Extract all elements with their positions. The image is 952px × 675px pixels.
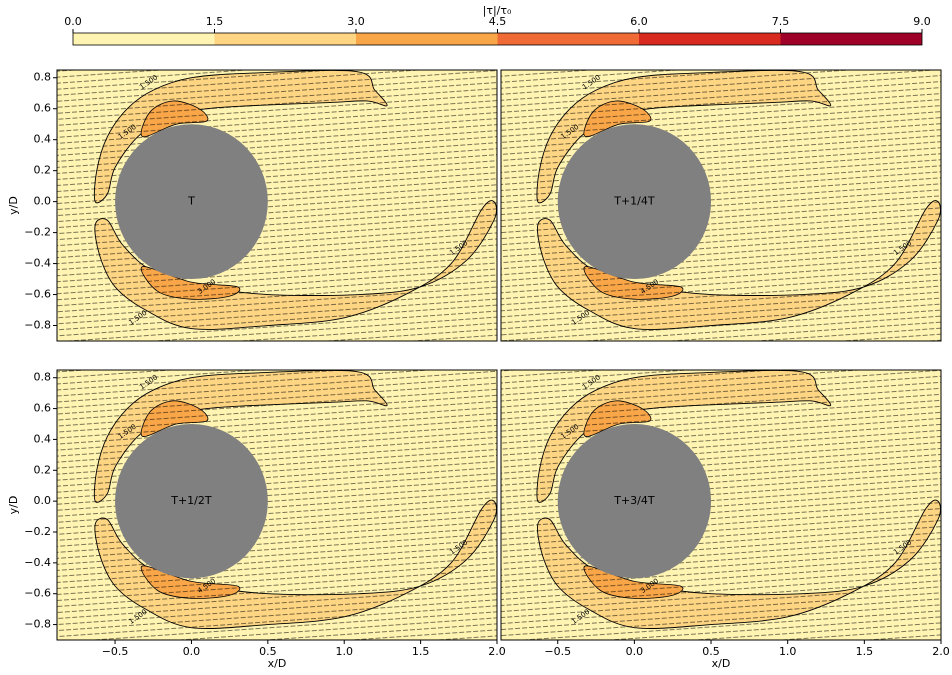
colorbar-segment bbox=[73, 33, 215, 45]
cylinder bbox=[557, 124, 712, 280]
y-tick-label: −0.4 bbox=[24, 556, 51, 569]
x-tick-label: 1.5 bbox=[412, 645, 430, 658]
colorbar-segment bbox=[497, 33, 639, 45]
colorbar-label: |τ|/τ₀ bbox=[483, 4, 512, 17]
x-tick-label: 2.0 bbox=[932, 645, 950, 658]
y-tick-label: 0.0 bbox=[34, 494, 52, 507]
colorbar-tick-label: 0.0 bbox=[64, 15, 82, 28]
y-tick-label: 0.0 bbox=[34, 195, 52, 208]
y-tick-label: −0.6 bbox=[24, 288, 51, 301]
x-tick-label: 2.0 bbox=[488, 645, 506, 658]
y-tick-label: 0.4 bbox=[34, 133, 52, 146]
x-axis-label: x/D bbox=[712, 657, 731, 670]
panel-label: T+1/2T bbox=[170, 494, 212, 507]
x-tick-label: 0.0 bbox=[183, 645, 201, 658]
panel-frame bbox=[56, 69, 498, 342]
x-tick-label: 1.5 bbox=[856, 645, 874, 658]
y-tick-label: −0.6 bbox=[24, 587, 51, 600]
y-tick-label: 0.2 bbox=[34, 463, 52, 476]
panel-label: T+1/4T bbox=[613, 195, 655, 208]
cylinder bbox=[115, 124, 268, 280]
panel-label: T+3/4T bbox=[613, 494, 655, 507]
x-tick-label: 1.0 bbox=[779, 645, 797, 658]
panel-frame bbox=[500, 69, 942, 342]
x-axis-label: x/D bbox=[268, 657, 287, 670]
y-tick-label: 0.4 bbox=[34, 432, 52, 445]
y-axis-label: y/D bbox=[7, 196, 20, 215]
x-tick-label: −0.5 bbox=[102, 645, 129, 658]
y-tick-label: −0.8 bbox=[24, 319, 51, 332]
y-axis-label: y/D bbox=[7, 496, 20, 515]
cylinder bbox=[557, 424, 712, 579]
y-tick-label: −0.4 bbox=[24, 257, 51, 270]
y-tick-label: 0.8 bbox=[34, 71, 52, 84]
colorbar-tick-label: 9.0 bbox=[913, 15, 931, 28]
colorbar-segment bbox=[780, 33, 922, 45]
y-tick-label: 0.8 bbox=[34, 371, 52, 384]
colorbar-tick-label: 3.0 bbox=[347, 15, 365, 28]
colorbar-segment bbox=[214, 33, 356, 45]
y-tick-label: −0.2 bbox=[24, 226, 51, 239]
cylinder bbox=[115, 424, 268, 579]
y-tick-label: 0.6 bbox=[34, 402, 52, 415]
x-tick-label: 1.0 bbox=[335, 645, 353, 658]
panel-frame bbox=[500, 369, 942, 641]
panel-label: T bbox=[187, 195, 195, 208]
colorbar-tick-label: 7.5 bbox=[772, 15, 790, 28]
colorbar-tick-label: 1.5 bbox=[206, 15, 224, 28]
x-tick-label: −0.5 bbox=[544, 645, 571, 658]
y-tick-label: −0.8 bbox=[24, 618, 51, 631]
x-tick-label: 0.5 bbox=[702, 645, 720, 658]
colorbar-segment bbox=[639, 33, 781, 45]
y-tick-label: −0.2 bbox=[24, 525, 51, 538]
colorbar-segment bbox=[356, 33, 498, 45]
y-tick-label: 0.2 bbox=[34, 164, 52, 177]
x-tick-label: 0.0 bbox=[626, 645, 644, 658]
colorbar-tick-label: 6.0 bbox=[630, 15, 648, 28]
x-tick-label: 0.5 bbox=[259, 645, 277, 658]
y-tick-label: 0.6 bbox=[34, 102, 52, 115]
colorbar-tick-label: 4.5 bbox=[489, 15, 507, 28]
panel-frame bbox=[56, 369, 498, 641]
